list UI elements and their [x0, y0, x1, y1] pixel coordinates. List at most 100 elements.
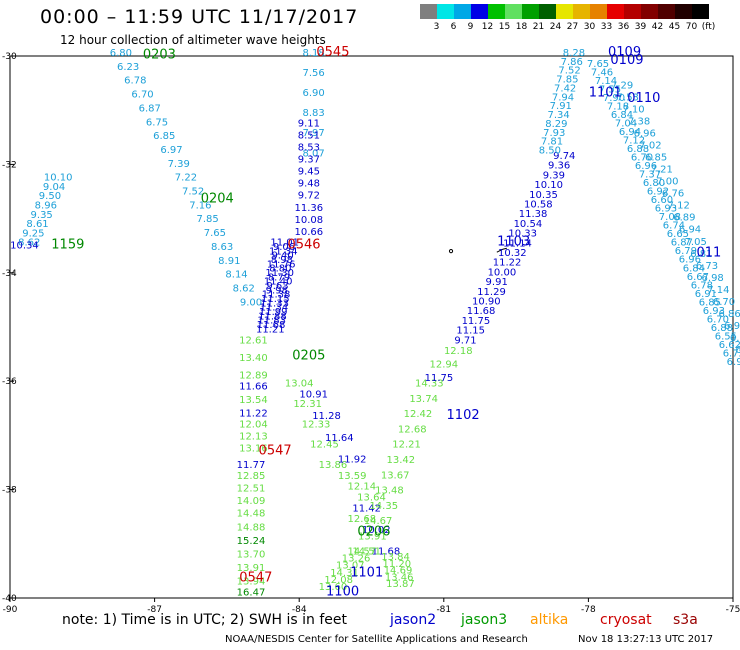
swh-value: 9.98: [266, 285, 288, 296]
swh-value: 14.88: [237, 522, 266, 533]
color-scale-label: 24: [549, 22, 562, 32]
lon-tick-label: -78: [581, 605, 596, 615]
swh-value: 12.85: [237, 471, 266, 482]
swh-value: 12.33: [302, 419, 331, 430]
swh-value: 11.68: [372, 547, 401, 558]
swh-value: 13.16: [239, 444, 268, 455]
swh-value: 11.28: [312, 411, 341, 422]
swh-value: 7.65: [587, 59, 609, 70]
color-scale-label: 30: [583, 22, 596, 32]
swh-value: 6.74: [663, 221, 685, 232]
swh-value: 6.89: [673, 213, 695, 224]
swh-value: 10.90: [472, 296, 501, 307]
swh-value: 6.65: [667, 229, 689, 240]
swh-value: 10.35: [529, 190, 558, 201]
swh-value: 10.10: [44, 173, 73, 184]
swh-value: 11.99: [259, 307, 288, 318]
swh-value: 6.93: [703, 306, 725, 317]
swh-value: 7.52: [558, 66, 580, 77]
color-scale-label: 27: [566, 22, 579, 32]
color-scale-swatch: [692, 4, 709, 19]
swh-value: 7.37: [639, 170, 661, 181]
lon-tick-label: -90: [3, 605, 18, 615]
lon-tick-label: -84: [292, 605, 307, 615]
swh-value: 7.29: [611, 81, 633, 92]
swh-value: 6.70: [131, 90, 153, 101]
color-scale-swatch: [573, 4, 590, 19]
swh-value: 11.29: [477, 287, 506, 298]
swh-value: 6.80: [643, 178, 665, 189]
lat-tick-label: -32: [2, 160, 17, 170]
swh-value: 9.36: [548, 161, 570, 172]
color-scale-swatch: [658, 4, 675, 19]
swh-value: 7.38: [628, 117, 650, 128]
swh-value: 11.92: [338, 455, 367, 466]
swh-value: 9.63: [266, 281, 288, 292]
swh-value: 11.20: [382, 559, 411, 570]
swh-value: 8.83: [303, 108, 325, 119]
island-mark: [496, 247, 507, 253]
swh-value: 11.15: [261, 294, 290, 305]
swh-value: 12.13: [239, 431, 268, 442]
swh-value: 7.94: [552, 92, 574, 103]
pass-time-label: 0547: [239, 571, 272, 586]
color-scale-label: 15: [498, 22, 511, 32]
swh-value: 11.38: [262, 290, 291, 301]
swh-value: 6.78: [691, 280, 713, 291]
swh-value: 8.18: [303, 48, 325, 59]
swh-value: 11.64: [325, 433, 354, 444]
swh-value: 7.08: [659, 212, 681, 223]
swh-value: 9.39: [543, 170, 565, 181]
swh-value: 10.34: [10, 240, 39, 251]
color-scale-label: 9: [467, 22, 474, 32]
swh-value: 15.24: [237, 536, 266, 547]
swh-value: 6.88: [711, 323, 733, 334]
swh-value: 8.50: [539, 146, 561, 157]
swh-value: 6.85: [153, 131, 175, 142]
swh-value: 13.91: [237, 563, 266, 574]
swh-value: 9.91: [486, 277, 508, 288]
swh-value: 7.86: [561, 57, 583, 68]
swh-value: 6.92: [647, 187, 669, 198]
swh-value: 6.78: [124, 76, 146, 87]
legend-cryosat: cryosat: [600, 612, 652, 628]
lon-tick-label: -81: [436, 605, 451, 615]
color-scale-label: 12: [481, 22, 494, 32]
swh-value: 9.04: [43, 182, 65, 193]
swh-value: 9.50: [39, 191, 61, 202]
swh-value: 11.30: [265, 268, 294, 279]
swh-value: 13.48: [375, 486, 404, 497]
swh-value: 7.39: [168, 159, 190, 170]
note-text: note: 1) Time is in UTC; 2) SWH is in fe…: [62, 612, 348, 628]
swh-value: 7.10: [622, 105, 644, 116]
swh-value: 7.85: [556, 75, 578, 86]
pass-time-label: 1102: [447, 408, 480, 423]
swh-value: 7.93: [543, 128, 565, 139]
color-scale-label: 36: [617, 22, 630, 32]
swh-value: 12.21: [392, 440, 421, 451]
swh-value: 9.48: [298, 179, 320, 190]
swh-value: 14.67: [364, 516, 393, 527]
swh-value: 6.67: [730, 333, 740, 344]
swh-value: 8.62: [233, 283, 255, 294]
swh-value: 6.75: [146, 117, 168, 128]
lat-tick-label: -30: [2, 52, 17, 62]
swh-value: 8.63: [211, 242, 233, 253]
swh-value: 12.18: [444, 346, 473, 357]
swh-value: 7.56: [303, 68, 325, 79]
color-scale-label: 33: [600, 22, 613, 32]
lat-tick-label: -36: [2, 377, 17, 387]
swh-value: 13.26: [342, 554, 371, 565]
swh-value: 7.65: [204, 228, 226, 239]
swh-value: 8.51: [298, 131, 320, 142]
swh-value: 6.76: [662, 189, 684, 200]
swh-value: 7.91: [550, 101, 572, 112]
lat-tick-label: -40: [2, 594, 17, 604]
swh-value: 6.96: [679, 255, 701, 266]
swh-value: 7.12: [668, 201, 690, 212]
swh-value: 6.90: [303, 88, 325, 99]
swh-value: 8.96: [35, 201, 57, 212]
swh-value: 14.51: [352, 547, 381, 558]
swh-value: 7.14: [595, 76, 617, 87]
map-frame: [9, 55, 734, 599]
